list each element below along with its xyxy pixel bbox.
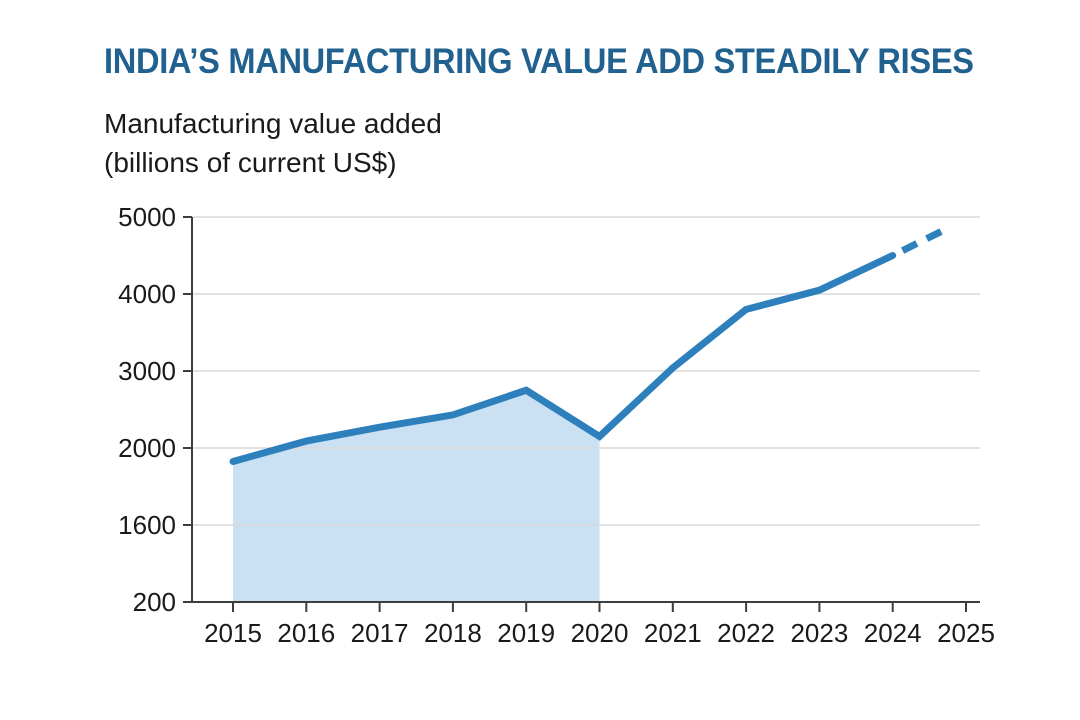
- x-axis-tick-label: 2019: [497, 618, 555, 648]
- chart-title: INDIA’S MANUFACTURING VALUE ADD STEADILY…: [104, 42, 974, 81]
- y-axis-tick-label: 2000: [118, 433, 176, 463]
- x-axis-tick-label: 2018: [424, 618, 482, 648]
- x-axis-tick-label: 2023: [790, 618, 848, 648]
- y-axis-tick-label: 200: [133, 587, 176, 617]
- x-axis-tick-label: 2024: [864, 618, 922, 648]
- data-line: [229, 252, 897, 465]
- y-axis-tick-label: 3000: [118, 356, 176, 386]
- y-axis-tick-label: 4000: [118, 279, 176, 309]
- area-fill: [233, 390, 600, 602]
- chart-subtitle: Manufacturing value added (billions of c…: [104, 104, 442, 182]
- x-axis-tick-label: 2022: [717, 618, 775, 648]
- x-axis-tick-label: 2021: [644, 618, 702, 648]
- projection-dashed-line: [891, 227, 945, 259]
- x-axis-tick-label: 2017: [351, 618, 409, 648]
- chart-subtitle-line1: Manufacturing value added: [104, 108, 442, 139]
- x-axis-tick-label: 2020: [571, 618, 629, 648]
- x-axis-tick-label: 2025: [937, 618, 995, 648]
- y-axis-tick-label: 1600: [118, 510, 176, 540]
- x-axis-tick-label: 2015: [204, 618, 262, 648]
- x-axis-tick-label: 2016: [277, 618, 335, 648]
- y-axis-tick-label: 5000: [118, 202, 176, 232]
- chart-subtitle-line2: (billions of current US$): [104, 147, 397, 178]
